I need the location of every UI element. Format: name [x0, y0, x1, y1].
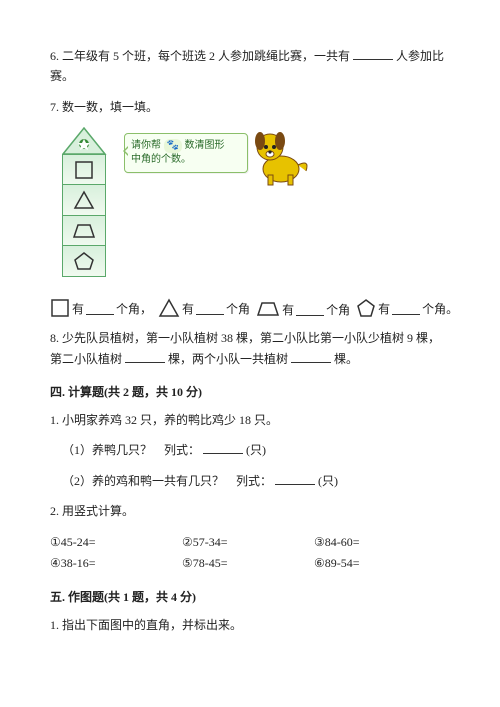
label: （2）养的鸡和鸭一共有几只？ 列式： — [62, 474, 272, 488]
square-icon — [74, 160, 94, 180]
q7-blank-square[interactable] — [86, 302, 114, 315]
q7-blank-pentagon[interactable] — [392, 302, 420, 315]
calc-item-6: ⑥89-54= — [314, 556, 446, 571]
section-4-title: 四. 计算题(共 2 题，共 10 分) — [50, 383, 450, 400]
q7-figure: 请你帮 🐾 数清图形 中角的个数。 — [54, 127, 450, 292]
bubble-emphasized-icon: 🐾 — [164, 139, 182, 153]
s4-p1-blank1[interactable] — [203, 441, 243, 454]
bubble-text-1b: 数清图形 — [184, 140, 224, 151]
tower-roof-icon — [62, 127, 107, 155]
label: （1）养鸭几只？ 列式： — [62, 443, 200, 457]
speech-bubble: 请你帮 🐾 数清图形 中角的个数。 — [124, 133, 248, 173]
label: (只) — [318, 474, 338, 488]
label: 有 — [282, 301, 294, 318]
trapezoid-icon — [256, 300, 280, 318]
s4-p2-grid: ①45-24= ②57-34= ③84-60= ④38-16= ⑤78-45= … — [50, 532, 450, 574]
question-8: 8. 少先队员植树，第一小队植树 38 棵，第二小队比第一小队少植树 9 棵，第… — [50, 328, 450, 369]
q8-text-c: 棵。 — [334, 352, 358, 366]
q8-text-b: 棵，两个小队一共植树 — [168, 352, 288, 366]
pentagon-icon — [73, 251, 95, 271]
bubble-text-1a: 请你帮 — [131, 140, 161, 151]
s4-p1-sub1: （1）养鸭几只？ 列式： (只) — [50, 440, 450, 460]
calc-item-5: ⑤78-45= — [182, 556, 314, 571]
s5-p1: 1. 指出下面图中的直角，并标出来。 — [50, 615, 450, 635]
label: 个角。 — [422, 300, 458, 317]
calc-item-4: ④38-16= — [50, 556, 182, 571]
label: 有 — [378, 300, 390, 317]
triangle-icon — [73, 190, 95, 210]
triangle-icon — [158, 298, 180, 318]
q7-triangle-item: 有 个角 — [158, 298, 250, 318]
calc-item-2: ②57-34= — [182, 535, 314, 550]
bubble-text-2: 中角的个数。 — [131, 154, 191, 165]
section-5-title: 五. 作图题(共 1 题，共 4 分) — [50, 588, 450, 605]
q7-trapezoid-item: 有 个角 — [256, 300, 350, 318]
tower-cell-trapezoid — [62, 215, 106, 247]
tower-cell-square — [62, 154, 106, 186]
label: (只) — [246, 443, 266, 457]
s4-p2-stem: 2. 用竖式计算。 — [50, 501, 450, 521]
q7-answer-row: 有 个角， 有 个角 有 个角 有 个角。 — [50, 298, 450, 318]
square-icon — [50, 298, 70, 318]
q7-pentagon-item: 有 个角。 — [356, 298, 458, 318]
label: 个角 — [226, 300, 250, 317]
q7-blank-trapezoid[interactable] — [296, 303, 324, 316]
calc-item-3: ③84-60= — [314, 535, 446, 550]
q7-square-item: 有 个角， — [50, 298, 152, 318]
shape-tower — [62, 127, 107, 277]
q6-blank[interactable] — [353, 47, 393, 60]
s4-p1-blank2[interactable] — [275, 472, 315, 485]
label: 个角 — [326, 301, 350, 318]
question-7-title: 7. 数一数，填一填。 — [50, 97, 450, 117]
pentagon-icon — [356, 298, 376, 318]
worksheet-page: 6. 二年级有 5 个班，每个班选 2 人参加跳绳比赛，一共有 人参加比赛。 7… — [0, 0, 500, 707]
q7-blank-triangle[interactable] — [196, 302, 224, 315]
calc-item-1: ①45-24= — [50, 535, 182, 550]
s4-p1-stem: 1. 小明家养鸡 32 只，养的鸭比鸡少 18 只。 — [50, 410, 450, 430]
q8-blank-1[interactable] — [125, 350, 165, 363]
label: 个角， — [116, 300, 152, 317]
s4-p1-sub2: （2）养的鸡和鸭一共有几只？ 列式： (只) — [50, 471, 450, 491]
trapezoid-icon — [72, 222, 96, 240]
dog-cartoon-icon — [246, 125, 316, 189]
q6-text-before: 6. 二年级有 5 个班，每个班选 2 人参加跳绳比赛，一共有 — [50, 49, 350, 63]
label: 有 — [72, 300, 84, 317]
tower-cell-triangle — [62, 184, 106, 216]
q8-blank-2[interactable] — [291, 350, 331, 363]
label: 有 — [182, 300, 194, 317]
tower-cell-pentagon — [62, 245, 106, 277]
question-6: 6. 二年级有 5 个班，每个班选 2 人参加跳绳比赛，一共有 人参加比赛。 — [50, 46, 450, 87]
